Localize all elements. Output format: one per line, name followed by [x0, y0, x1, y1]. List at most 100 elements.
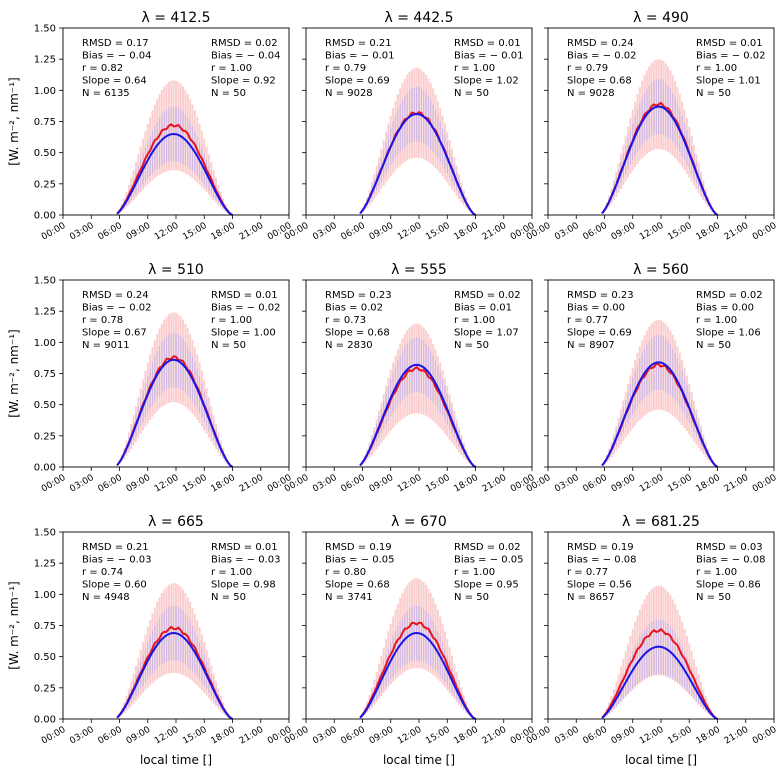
stat-left: N = 3741 — [325, 592, 373, 603]
x-tick-label: 03:00 — [311, 725, 339, 747]
stat-right: RMSD = 0.03 — [696, 542, 763, 553]
stat-left: RMSD = 0.24 — [82, 290, 149, 301]
x-tick-label: 09:00 — [610, 221, 638, 243]
x-tick-label: 12:00 — [396, 221, 424, 243]
panel-4: 0.00 0.25 0.50 0.75 1.00 1.25 1.50 00:00 03:00 06… — [34, 262, 294, 495]
x-axis-label: local time [] — [383, 753, 455, 767]
x-tick-label: 15:00 — [181, 725, 209, 747]
x-tick-label: 09:00 — [125, 473, 153, 495]
stat-right: Bias = − 0.05 — [454, 555, 524, 566]
stat-right: Bias = − 0.01 — [454, 51, 524, 62]
x-tick-label: 18:00 — [695, 221, 723, 243]
y-tick-label: 1.00 — [34, 338, 56, 349]
stat-left: RMSD = 0.21 — [82, 542, 149, 553]
y-axis-label: [W. m⁻², nm⁻¹] — [7, 77, 21, 165]
y-tick-label: 1.50 — [34, 24, 56, 35]
stat-left: N = 8907 — [567, 340, 615, 351]
x-tick-label: 09:00 — [610, 725, 638, 747]
stat-right: RMSD = 0.01 — [454, 38, 521, 49]
panel-title: λ = 442.5 — [385, 10, 454, 26]
stat-right: Slope = 0.95 — [454, 580, 519, 591]
x-tick-label: 15:00 — [181, 221, 209, 243]
y-tick-label: 0.25 — [34, 431, 56, 442]
stat-right: Bias = 0.01 — [454, 303, 512, 314]
x-tick-label: 15:00 — [666, 473, 694, 495]
stat-left: RMSD = 0.21 — [325, 38, 392, 49]
stat-left: N = 2830 — [325, 340, 373, 351]
stat-left: Bias = − 0.02 — [82, 303, 152, 314]
x-tick-label: 15:00 — [424, 725, 452, 747]
x-tick-label: 18:00 — [210, 221, 238, 243]
panel-3: 00:00 03:00 06:00 09:00 12:00 15:00 18:00 21:00… — [525, 10, 777, 243]
stat-left: Slope = 0.68 — [567, 76, 632, 87]
x-tick-label: 03:00 — [553, 725, 581, 747]
stat-left: Bias = − 0.04 — [82, 51, 152, 62]
stat-left: N = 4948 — [82, 592, 130, 603]
x-tick-label: 15:00 — [424, 221, 452, 243]
panel-2: 00:00 03:00 06:00 09:00 12:00 15:00 18:00 21:00… — [283, 10, 537, 243]
y-axis-label: [W. m⁻², nm⁻¹] — [7, 329, 21, 417]
y-tick-label: 0.00 — [34, 463, 56, 474]
obs-line — [116, 631, 233, 720]
y-tick-label: 1.25 — [34, 559, 56, 570]
stat-left: Bias = − 0.05 — [325, 555, 395, 566]
y-tick-label: 0.50 — [34, 400, 56, 411]
stat-right: Slope = 1.01 — [696, 76, 761, 87]
x-tick-label: 00:00 — [40, 725, 68, 747]
x-tick-label: 03:00 — [553, 473, 581, 495]
stat-right: r = 1.00 — [211, 567, 252, 578]
stat-right: N = 50 — [454, 592, 489, 603]
stat-right: N = 50 — [211, 592, 246, 603]
x-tick-label: 09:00 — [368, 725, 396, 747]
x-tick-label: 06:00 — [340, 473, 368, 495]
stat-left: Bias = − 0.02 — [567, 51, 637, 62]
x-tick-label: 03:00 — [311, 221, 339, 243]
panel-title: λ = 555 — [391, 262, 447, 278]
y-tick-label: 0.00 — [34, 715, 56, 726]
panel-6: 00:00 03:00 06:00 09:00 12:00 15:00 18:00 21:00… — [525, 262, 777, 495]
x-axis-label: local time [] — [625, 753, 697, 767]
model-line — [359, 621, 477, 720]
stat-left: N = 9028 — [567, 88, 615, 99]
panel-title: λ = 681.25 — [622, 514, 700, 530]
x-tick-label: 18:00 — [453, 473, 481, 495]
stat-left: Bias = 0.00 — [567, 303, 625, 314]
stat-right: r = 1.00 — [696, 315, 737, 326]
stat-right: Bias = − 0.03 — [211, 555, 281, 566]
x-tick-label: 21:00 — [723, 725, 751, 747]
stat-left: Slope = 0.60 — [82, 580, 147, 591]
stat-right: Slope = 1.07 — [454, 328, 519, 339]
model-line — [116, 123, 234, 216]
stat-right: N = 50 — [696, 592, 731, 603]
stat-right: Bias = 0.00 — [696, 303, 754, 314]
model-line — [601, 101, 719, 216]
x-tick-label: 18:00 — [210, 725, 238, 747]
model-line — [601, 362, 719, 468]
y-tick-label: 0.25 — [34, 683, 56, 694]
y-tick-label: 1.25 — [34, 55, 56, 66]
stat-left: N = 9011 — [82, 340, 130, 351]
x-tick-label: 15:00 — [666, 725, 694, 747]
stat-right: RMSD = 0.01 — [211, 542, 278, 553]
stat-right: r = 1.00 — [696, 567, 737, 578]
stat-left: Slope = 0.67 — [82, 328, 147, 339]
x-tick-label: 12:00 — [638, 725, 666, 747]
x-tick-label: 09:00 — [125, 725, 153, 747]
stat-left: N = 6135 — [82, 88, 130, 99]
panel-title: λ = 560 — [633, 262, 689, 278]
x-tick-label: 00:00 — [40, 221, 68, 243]
x-tick-label: 09:00 — [368, 473, 396, 495]
x-tick-label: 06:00 — [340, 221, 368, 243]
stat-right: Slope = 1.00 — [211, 328, 276, 339]
stat-left: r = 0.82 — [82, 63, 123, 74]
y-axis-label: [W. m⁻², nm⁻¹] — [7, 581, 21, 669]
y-tick-label: 0.75 — [34, 117, 56, 128]
stat-left: Slope = 0.69 — [325, 76, 390, 87]
x-tick-label: 03:00 — [68, 473, 96, 495]
x-tick-label: 06:00 — [582, 221, 610, 243]
stat-right: Bias = − 0.08 — [696, 555, 766, 566]
stat-right: RMSD = 0.02 — [696, 290, 763, 301]
stat-right: N = 50 — [211, 88, 246, 99]
stat-left: N = 8657 — [567, 592, 615, 603]
